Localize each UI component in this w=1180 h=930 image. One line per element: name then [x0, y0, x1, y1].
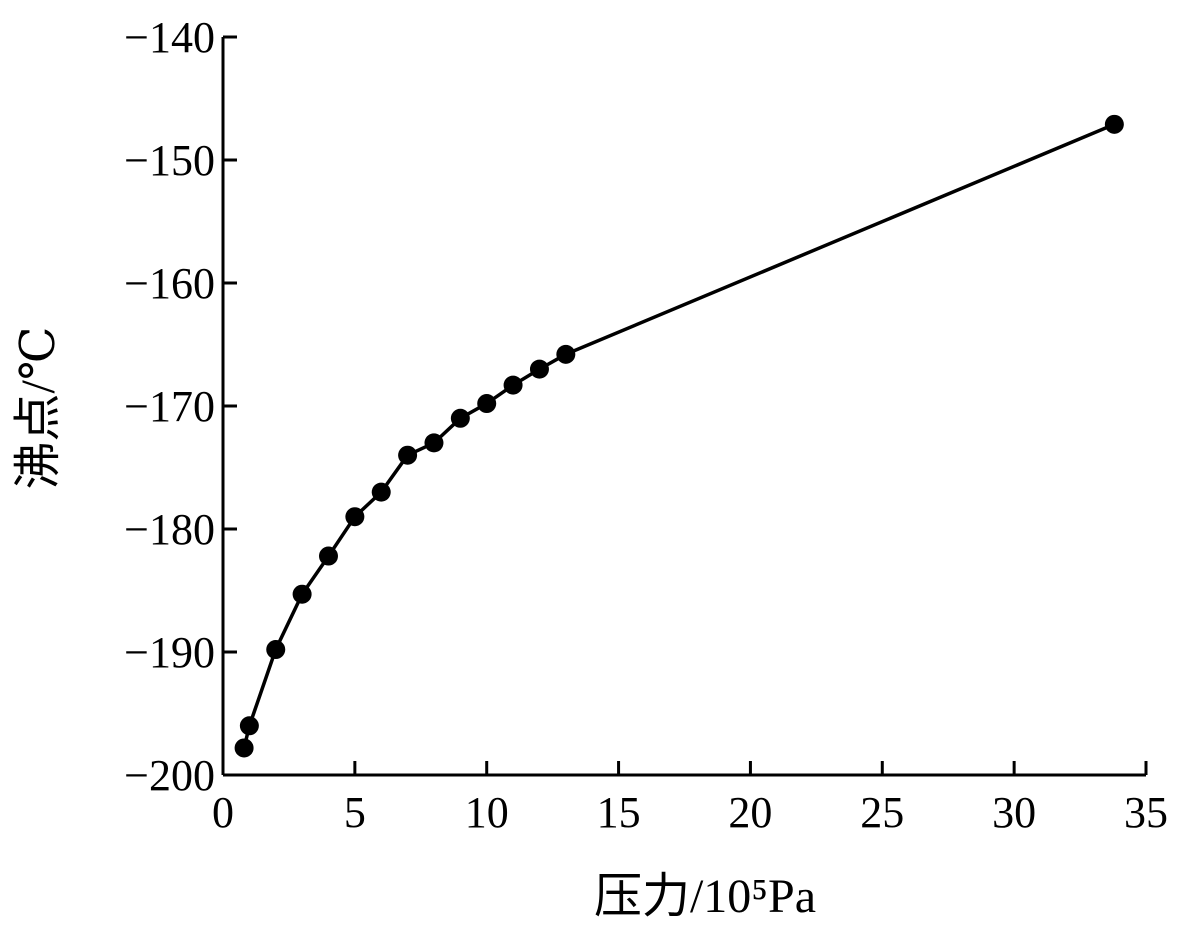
y-axis-ticks: −200 −190 −180 −170 −160 −150 −140	[124, 13, 237, 800]
data-point	[371, 482, 391, 502]
data-point	[234, 738, 254, 758]
x-tick-label: 20	[728, 788, 772, 837]
data-point	[1104, 114, 1124, 134]
data-point	[398, 445, 418, 465]
x-tick-label: 25	[860, 788, 904, 837]
data-point	[477, 394, 497, 414]
y-tick-label: −180	[124, 505, 215, 554]
x-tick-label: 5	[344, 788, 366, 837]
data-point	[345, 507, 365, 527]
data-point	[239, 716, 259, 736]
x-axis-ticks: 0 5 10 15 20 25 30 35	[212, 761, 1168, 837]
data-point	[292, 584, 312, 604]
axes	[221, 37, 1146, 777]
y-tick-label: −160	[124, 259, 215, 308]
x-tick-label: 30	[992, 788, 1036, 837]
data-point	[450, 408, 470, 428]
x-tick-label: 15	[597, 788, 641, 837]
data-point	[503, 375, 523, 395]
data-point	[556, 344, 576, 364]
data-point	[266, 640, 286, 660]
x-tick-label: 10	[465, 788, 509, 837]
x-axis-title: 压力/10⁵Pa	[594, 870, 816, 923]
series-line	[242, 122, 1116, 749]
series-layer	[234, 114, 1124, 758]
y-tick-label: −150	[124, 136, 215, 185]
data-point	[424, 433, 444, 453]
y-tick-label: −140	[124, 13, 215, 62]
y-tick-label: −190	[124, 628, 215, 677]
data-point	[318, 546, 338, 566]
y-axis-title: 沸点/℃	[12, 326, 65, 489]
y-tick-label: −200	[124, 751, 215, 800]
x-tick-label: 0	[212, 788, 234, 837]
x-tick-label: 35	[1124, 788, 1168, 837]
y-tick-label: −170	[124, 382, 215, 431]
data-point	[529, 359, 549, 379]
